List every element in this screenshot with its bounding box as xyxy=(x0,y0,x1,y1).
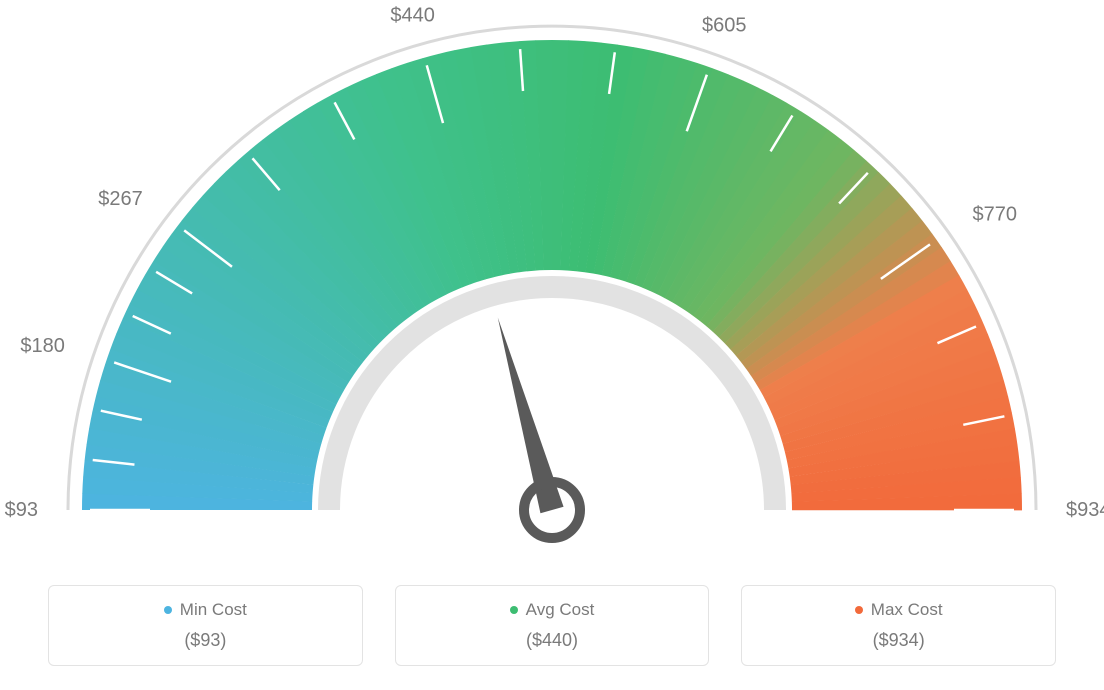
legend-value-min: ($93) xyxy=(49,630,362,651)
gauge-area: $93 $180 $267 $440 $605 $770 $934 xyxy=(0,0,1104,560)
gauge-tick-label: $770 xyxy=(973,203,1018,225)
legend-dot-min xyxy=(164,606,172,614)
legend-label-avg: Avg Cost xyxy=(396,600,709,620)
gauge-color-band xyxy=(82,40,1022,510)
legend-card-avg: Avg Cost ($440) xyxy=(395,585,710,666)
legend-row: Min Cost ($93) Avg Cost ($440) Max Cost … xyxy=(48,585,1056,666)
gauge-tick-label: $180 xyxy=(20,335,65,357)
legend-label-min-text: Min Cost xyxy=(180,600,247,620)
legend-card-min: Min Cost ($93) xyxy=(48,585,363,666)
gauge-tick-label: $440 xyxy=(390,4,435,26)
gauge-tick-label: $605 xyxy=(702,15,747,37)
gauge-tick-label: $267 xyxy=(98,188,143,210)
gauge-svg: $93 $180 $267 $440 $605 $770 $934 xyxy=(0,0,1104,560)
gauge-tick-label: $93 xyxy=(5,499,38,521)
legend-card-max: Max Cost ($934) xyxy=(741,585,1056,666)
legend-label-min: Min Cost xyxy=(49,600,362,620)
legend-value-max: ($934) xyxy=(742,630,1055,651)
legend-dot-avg xyxy=(510,606,518,614)
gauge-tick-label: $934 xyxy=(1066,499,1104,521)
gauge-chart-container: $93 $180 $267 $440 $605 $770 $934 Min Cost ($9… xyxy=(0,0,1104,690)
legend-value-avg: ($440) xyxy=(396,630,709,651)
legend-label-max-text: Max Cost xyxy=(871,600,943,620)
legend-dot-max xyxy=(855,606,863,614)
legend-label-avg-text: Avg Cost xyxy=(526,600,595,620)
legend-label-max: Max Cost xyxy=(742,600,1055,620)
